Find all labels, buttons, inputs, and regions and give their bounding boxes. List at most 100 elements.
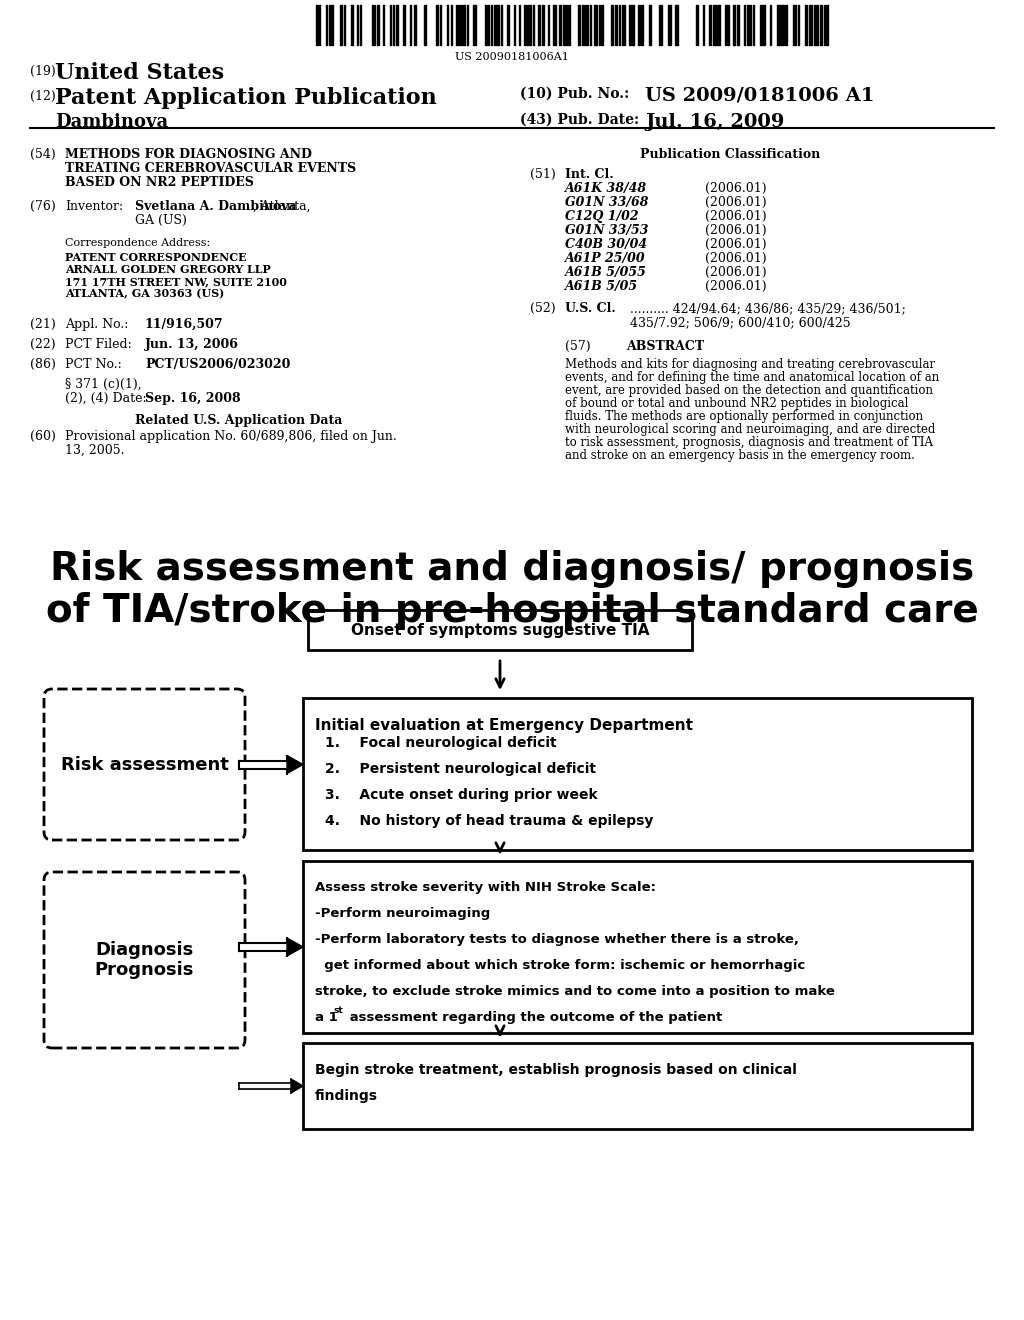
Text: Methods and kits for diagnosing and treating cerebrovascular: Methods and kits for diagnosing and trea…: [565, 358, 935, 371]
Text: Publication Classification: Publication Classification: [640, 148, 820, 161]
Text: fluids. The methods are optionally performed in conjunction: fluids. The methods are optionally perfo…: [565, 411, 923, 422]
Text: GA (US): GA (US): [135, 214, 186, 227]
Text: 2.    Persistent neurological deficit: 2. Persistent neurological deficit: [325, 762, 596, 776]
Text: A61B 5/05: A61B 5/05: [565, 280, 638, 293]
Text: Begin stroke treatment, establish prognosis based on clinical: Begin stroke treatment, establish progno…: [315, 1063, 797, 1077]
Text: C40B 30/04: C40B 30/04: [565, 238, 647, 251]
Text: Related U.S. Application Data: Related U.S. Application Data: [135, 414, 342, 426]
Text: a 1: a 1: [315, 1011, 338, 1024]
Text: (2006.01): (2006.01): [705, 267, 767, 279]
Text: (10) Pub. No.:: (10) Pub. No.:: [520, 87, 630, 102]
Text: Appl. No.:: Appl. No.:: [65, 318, 128, 331]
Text: A61P 25/00: A61P 25/00: [565, 252, 645, 265]
Text: Int. Cl.: Int. Cl.: [565, 168, 613, 181]
Text: (2006.01): (2006.01): [705, 210, 767, 223]
Text: (2006.01): (2006.01): [705, 195, 767, 209]
Text: -Perform laboratory tests to diagnose whether there is a stroke,: -Perform laboratory tests to diagnose wh…: [315, 933, 799, 946]
Text: Risk assessment: Risk assessment: [60, 755, 228, 774]
Text: A61B 5/055: A61B 5/055: [565, 267, 647, 279]
Text: (2), (4) Date:: (2), (4) Date:: [65, 392, 146, 405]
Text: 4.    No history of head trauma & epilepsy: 4. No history of head trauma & epilepsy: [325, 814, 653, 828]
Text: (22): (22): [30, 338, 55, 351]
Text: ABSTRACT: ABSTRACT: [626, 341, 705, 352]
Text: stroke, to exclude stroke mimics and to come into a position to make: stroke, to exclude stroke mimics and to …: [315, 985, 835, 998]
Text: .......... 424/94.64; 436/86; 435/29; 436/501;: .......... 424/94.64; 436/86; 435/29; 43…: [630, 302, 906, 315]
Text: , Atlanta,: , Atlanta,: [253, 201, 310, 213]
Text: Provisional application No. 60/689,806, filed on Jun.: Provisional application No. 60/689,806, …: [65, 430, 396, 444]
Text: 435/7.92; 506/9; 600/410; 600/425: 435/7.92; 506/9; 600/410; 600/425: [630, 315, 851, 329]
Text: (51): (51): [530, 168, 556, 181]
Text: PCT No.:: PCT No.:: [65, 358, 122, 371]
Text: (60): (60): [30, 430, 56, 444]
Polygon shape: [291, 1078, 303, 1093]
Text: events, and for defining the time and anatomical location of an: events, and for defining the time and an…: [565, 371, 939, 384]
Text: (2006.01): (2006.01): [705, 182, 767, 195]
Text: Sep. 16, 2008: Sep. 16, 2008: [145, 392, 241, 405]
Text: (12): (12): [30, 90, 55, 103]
Text: (21): (21): [30, 318, 55, 331]
Text: -Perform neuroimaging: -Perform neuroimaging: [315, 907, 490, 920]
Text: (76): (76): [30, 201, 55, 213]
Text: Diagnosis
Prognosis: Diagnosis Prognosis: [95, 941, 195, 979]
Text: Inventor:: Inventor:: [65, 201, 123, 213]
Text: Jun. 13, 2006: Jun. 13, 2006: [145, 338, 239, 351]
Text: (43) Pub. Date:: (43) Pub. Date:: [520, 114, 639, 127]
Text: Patent Application Publication: Patent Application Publication: [55, 87, 437, 110]
Text: BASED ON NR2 PEPTIDES: BASED ON NR2 PEPTIDES: [65, 176, 254, 189]
Text: TREATING CEREBROVASCULAR EVENTS: TREATING CEREBROVASCULAR EVENTS: [65, 162, 356, 176]
Text: G01N 33/68: G01N 33/68: [565, 195, 648, 209]
Text: (86): (86): [30, 358, 56, 371]
Text: (2006.01): (2006.01): [705, 252, 767, 265]
Text: Initial evaluation at Emergency Department: Initial evaluation at Emergency Departme…: [315, 718, 693, 733]
Text: findings: findings: [315, 1089, 378, 1104]
Text: ATLANTA, GA 30363 (US): ATLANTA, GA 30363 (US): [65, 288, 224, 300]
FancyBboxPatch shape: [44, 689, 245, 840]
Text: Risk assessment and diagnosis/ prognosis: Risk assessment and diagnosis/ prognosis: [50, 550, 974, 587]
Text: of bound or total and unbound NR2 peptides in biological: of bound or total and unbound NR2 peptid…: [565, 397, 908, 411]
Text: get informed about which stroke form: ischemic or hemorrhagic: get informed about which stroke form: is…: [315, 960, 805, 972]
Text: PATENT CORRESPONDENCE: PATENT CORRESPONDENCE: [65, 252, 247, 263]
Text: G01N 33/53: G01N 33/53: [565, 224, 648, 238]
Polygon shape: [287, 939, 303, 956]
Text: Onset of symptoms suggestive TIA: Onset of symptoms suggestive TIA: [351, 623, 649, 638]
Text: (52): (52): [530, 302, 556, 315]
Text: (2006.01): (2006.01): [705, 224, 767, 238]
Text: assessment regarding the outcome of the patient: assessment regarding the outcome of the …: [345, 1011, 722, 1024]
Polygon shape: [287, 755, 303, 774]
Text: to risk assessment, prognosis, diagnosis and treatment of TIA: to risk assessment, prognosis, diagnosis…: [565, 436, 933, 449]
Text: US 2009/0181006 A1: US 2009/0181006 A1: [645, 87, 874, 106]
FancyBboxPatch shape: [44, 873, 245, 1048]
Text: Correspondence Address:: Correspondence Address:: [65, 238, 210, 248]
Text: 11/916,507: 11/916,507: [145, 318, 223, 331]
Text: Dambinova: Dambinova: [55, 114, 168, 131]
Text: and stroke on an emergency basis in the emergency room.: and stroke on an emergency basis in the …: [565, 449, 914, 462]
Text: § 371 (c)(1),: § 371 (c)(1),: [65, 378, 141, 391]
FancyBboxPatch shape: [308, 610, 692, 649]
Text: Svetlana A. Dambinova: Svetlana A. Dambinova: [135, 201, 297, 213]
Text: Jul. 16, 2009: Jul. 16, 2009: [645, 114, 784, 131]
Text: 171 17TH STREET NW, SUITE 2100: 171 17TH STREET NW, SUITE 2100: [65, 276, 287, 286]
Text: (2006.01): (2006.01): [705, 280, 767, 293]
Text: (2006.01): (2006.01): [705, 238, 767, 251]
Text: st: st: [333, 1006, 343, 1015]
Text: ARNALL GOLDEN GREGORY LLP: ARNALL GOLDEN GREGORY LLP: [65, 264, 270, 275]
FancyBboxPatch shape: [303, 698, 972, 850]
Text: (57): (57): [565, 341, 591, 352]
Text: PCT/US2006/023020: PCT/US2006/023020: [145, 358, 291, 371]
Text: C12Q 1/02: C12Q 1/02: [565, 210, 639, 223]
Text: METHODS FOR DIAGNOSING AND: METHODS FOR DIAGNOSING AND: [65, 148, 312, 161]
Text: United States: United States: [55, 62, 224, 84]
Text: of TIA/stroke in pre-hospital standard care: of TIA/stroke in pre-hospital standard c…: [46, 591, 978, 630]
FancyBboxPatch shape: [303, 1043, 972, 1129]
Text: (54): (54): [30, 148, 55, 161]
Text: 13, 2005.: 13, 2005.: [65, 444, 125, 457]
Text: PCT Filed:: PCT Filed:: [65, 338, 132, 351]
Text: Assess stroke severity with NIH Stroke Scale:: Assess stroke severity with NIH Stroke S…: [315, 880, 656, 894]
Text: 3.    Acute onset during prior week: 3. Acute onset during prior week: [325, 788, 598, 803]
Text: (19): (19): [30, 65, 55, 78]
Text: A61K 38/48: A61K 38/48: [565, 182, 647, 195]
Text: with neurological scoring and neuroimaging, and are directed: with neurological scoring and neuroimagi…: [565, 422, 935, 436]
Text: U.S. Cl.: U.S. Cl.: [565, 302, 615, 315]
Text: event, are provided based on the detection and quantification: event, are provided based on the detecti…: [565, 384, 933, 397]
FancyBboxPatch shape: [303, 861, 972, 1034]
